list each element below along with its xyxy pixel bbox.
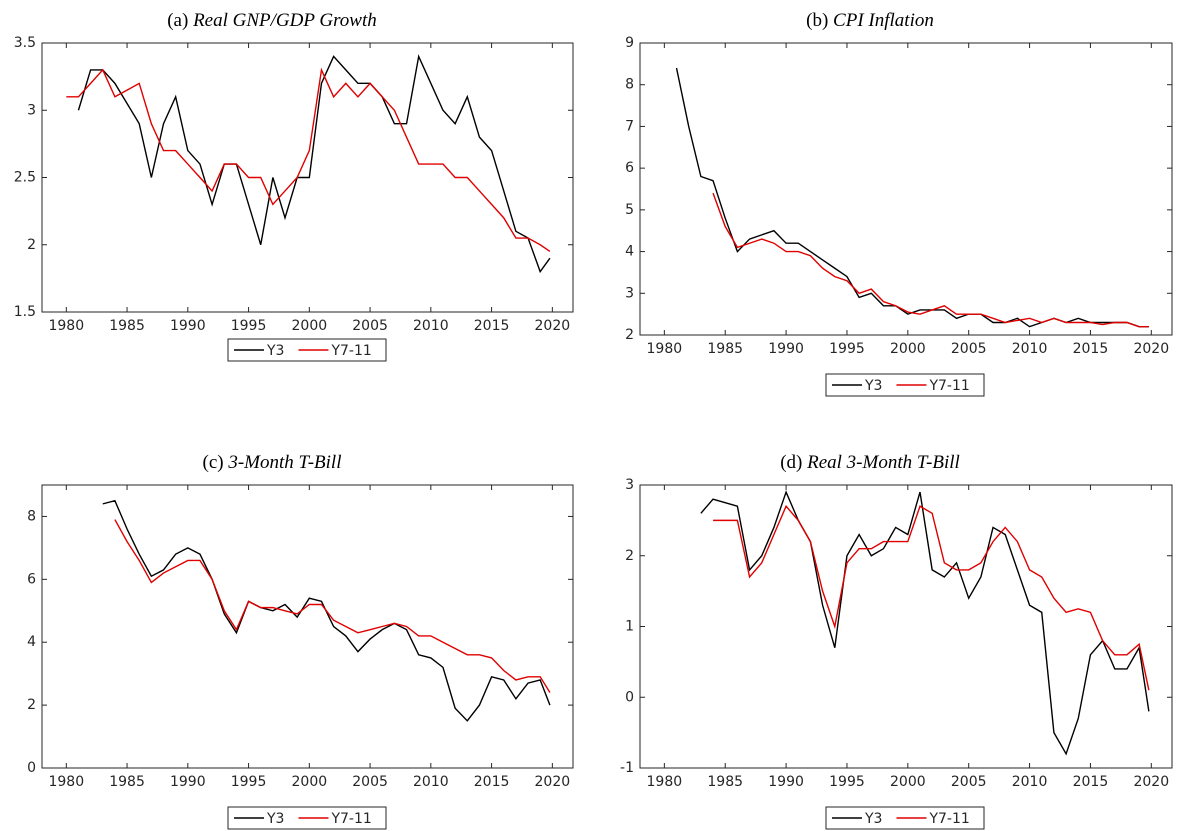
y-tick-label: -1	[620, 760, 634, 776]
panel-title-text: CPI Inflation	[833, 10, 934, 31]
y-tick-label: 2	[27, 697, 36, 713]
x-tick-label: 1990	[170, 318, 206, 334]
x-tick-label: 2010	[1012, 341, 1048, 357]
legend-label: Y3	[864, 378, 882, 394]
x-tick-label: 1985	[707, 774, 743, 790]
series-line	[712, 192, 1149, 328]
panel-label: (c)	[203, 452, 224, 473]
x-tick-label: 2015	[1073, 774, 1109, 790]
y-tick-label: 0	[625, 689, 634, 705]
axes-box	[639, 484, 1173, 769]
y-tick-label: 3	[625, 477, 634, 493]
series-line	[675, 67, 1149, 328]
x-tick-label: 2020	[1133, 774, 1169, 790]
y-tick-label: 1	[625, 619, 634, 635]
axes-box	[41, 484, 574, 769]
x-tick-label: 1995	[231, 318, 267, 334]
panel-label: (b)	[806, 10, 828, 31]
series-line	[66, 67, 551, 253]
x-tick-label: 1980	[48, 774, 84, 790]
y-tick-label: 7	[625, 118, 634, 134]
y-tick-label: 4	[27, 634, 36, 650]
x-tick-label: 2020	[535, 774, 571, 790]
y-tick-label: 8	[625, 77, 634, 93]
y-tick-label: 2	[625, 327, 634, 343]
x-tick-label: 1990	[768, 774, 804, 790]
y-tick-label: 4	[625, 244, 634, 260]
panel-title: (d) Real 3-Month T-Bill	[780, 452, 960, 473]
x-tick-label: 1990	[170, 774, 206, 790]
series-line	[77, 54, 551, 274]
axes-box	[639, 42, 1173, 336]
x-tick-label: 1980	[48, 318, 84, 334]
y-tick-label: 1.5	[14, 304, 36, 320]
panel-title-text: Real GNP/GDP Growth	[192, 10, 377, 31]
x-tick-label: 1980	[647, 774, 683, 790]
x-tick-label: 2010	[413, 774, 449, 790]
x-tick-label: 2000	[292, 774, 328, 790]
y-tick-label: 3	[625, 285, 634, 301]
x-tick-label: 1985	[109, 774, 145, 790]
x-tick-label: 2015	[1073, 341, 1109, 357]
x-tick-label: 1985	[707, 341, 743, 357]
panel-title: (a) Real GNP/GDP Growth	[167, 10, 377, 31]
series-line	[713, 504, 1150, 691]
x-tick-label: 2020	[535, 318, 571, 334]
y-tick-label: 2.5	[14, 170, 36, 186]
panel-title-text: Real 3-Month T-Bill	[806, 452, 960, 473]
y-tick-label: 0	[27, 760, 36, 776]
x-tick-label: 1995	[829, 341, 865, 357]
x-tick-label: 1985	[109, 318, 145, 334]
legend-label: Y7-11	[928, 378, 969, 394]
y-tick-label: 2	[625, 548, 634, 564]
legend-label: Y3	[864, 811, 882, 827]
y-tick-label: 2	[27, 237, 36, 253]
legend-label: Y7-11	[330, 343, 371, 359]
x-tick-label: 2000	[890, 774, 926, 790]
x-tick-label: 2015	[474, 774, 510, 790]
series-line	[700, 490, 1150, 756]
y-tick-label: 9	[625, 35, 634, 51]
y-tick-label: 8	[27, 508, 36, 524]
x-tick-label: 1990	[768, 341, 804, 357]
legend-label: Y3	[266, 343, 284, 359]
y-tick-label: 6	[625, 160, 634, 176]
panel-title: (c) 3-Month T-Bill	[203, 452, 342, 473]
y-tick-label: 3	[27, 102, 36, 118]
legend-label: Y3	[266, 811, 284, 827]
x-tick-label: 2005	[951, 774, 987, 790]
x-tick-label: 2000	[292, 318, 328, 334]
x-tick-label: 2010	[1012, 774, 1048, 790]
x-tick-label: 2005	[951, 341, 987, 357]
x-tick-label: 2015	[474, 318, 510, 334]
y-tick-label: 3.5	[14, 35, 36, 51]
x-tick-label: 2020	[1133, 341, 1169, 357]
panel-label: (a)	[167, 10, 188, 31]
legend-label: Y7-11	[330, 811, 371, 827]
y-tick-label: 5	[625, 202, 634, 218]
x-tick-label: 2000	[890, 341, 926, 357]
y-tick-label: 6	[27, 571, 36, 587]
x-tick-label: 1995	[231, 774, 267, 790]
panel-title-text: 3-Month T-Bill	[227, 452, 341, 473]
x-tick-label: 2005	[352, 774, 388, 790]
series-line	[102, 499, 551, 722]
x-tick-label: 2010	[413, 318, 449, 334]
x-tick-label: 2005	[352, 318, 388, 334]
x-tick-label: 1980	[647, 341, 683, 357]
x-tick-label: 1995	[829, 774, 865, 790]
legend-label: Y7-11	[928, 811, 969, 827]
series-line	[114, 519, 551, 693]
panel-label: (d)	[780, 452, 802, 473]
panel-title: (b) CPI Inflation	[806, 10, 934, 31]
